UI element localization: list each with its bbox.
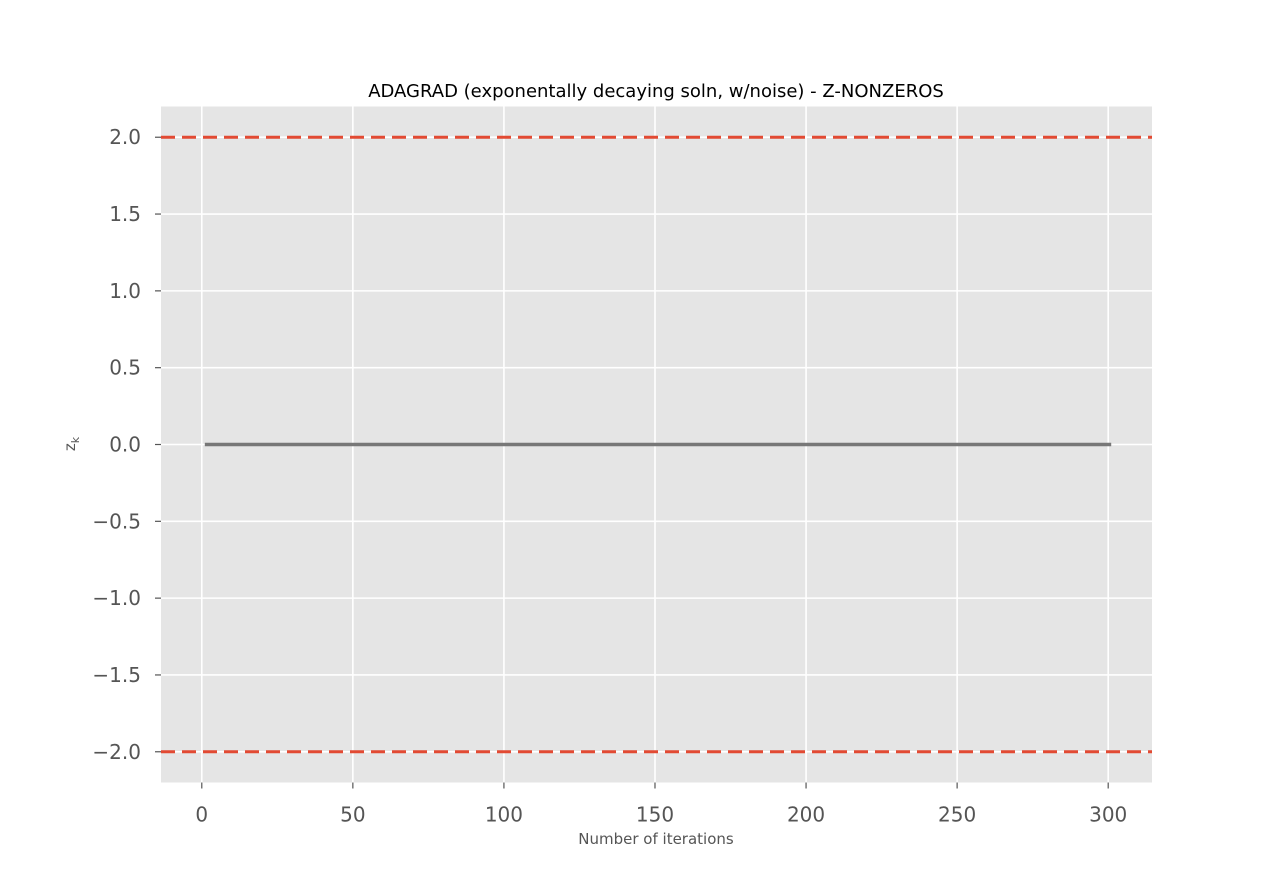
y-tick-label: −2.0 [92, 740, 141, 764]
y-axis-label-main: z [61, 443, 79, 451]
x-tick-label: 150 [636, 803, 674, 827]
x-axis-ticks: 0 50 100 150 200 250 300 [195, 782, 1127, 827]
x-tick-label: 50 [340, 803, 365, 827]
y-tick-label: −1.5 [92, 663, 141, 687]
y-tick-label: 2.0 [109, 125, 141, 149]
y-tick-label: −1.0 [92, 586, 141, 610]
y-axis-label: zk [61, 436, 82, 451]
y-tick-label: 1.5 [109, 202, 141, 226]
y-axis-label-subscript: k [69, 436, 82, 443]
x-tick-label: 300 [1089, 803, 1127, 827]
y-tick-label: 0.5 [109, 356, 141, 380]
y-axis-ticks: 2.0 1.5 1.0 0.5 0.0 −0.5 −1.0 −1.5 −2.0 [92, 125, 161, 764]
x-tick-label: 100 [485, 803, 523, 827]
grid-layer [161, 106, 1152, 783]
x-axis-label: Number of iterations [578, 830, 734, 848]
x-tick-label: 0 [195, 803, 208, 827]
reference-lines [161, 135, 1152, 754]
chart-title: ADAGRAD (exponentally decaying soln, w/n… [368, 81, 944, 102]
x-tick-label: 250 [938, 803, 976, 827]
y-tick-label: −0.5 [92, 509, 141, 533]
x-tick-label: 200 [787, 803, 825, 827]
y-tick-label: 1.0 [109, 279, 141, 303]
y-tick-label: 0.0 [109, 433, 141, 457]
